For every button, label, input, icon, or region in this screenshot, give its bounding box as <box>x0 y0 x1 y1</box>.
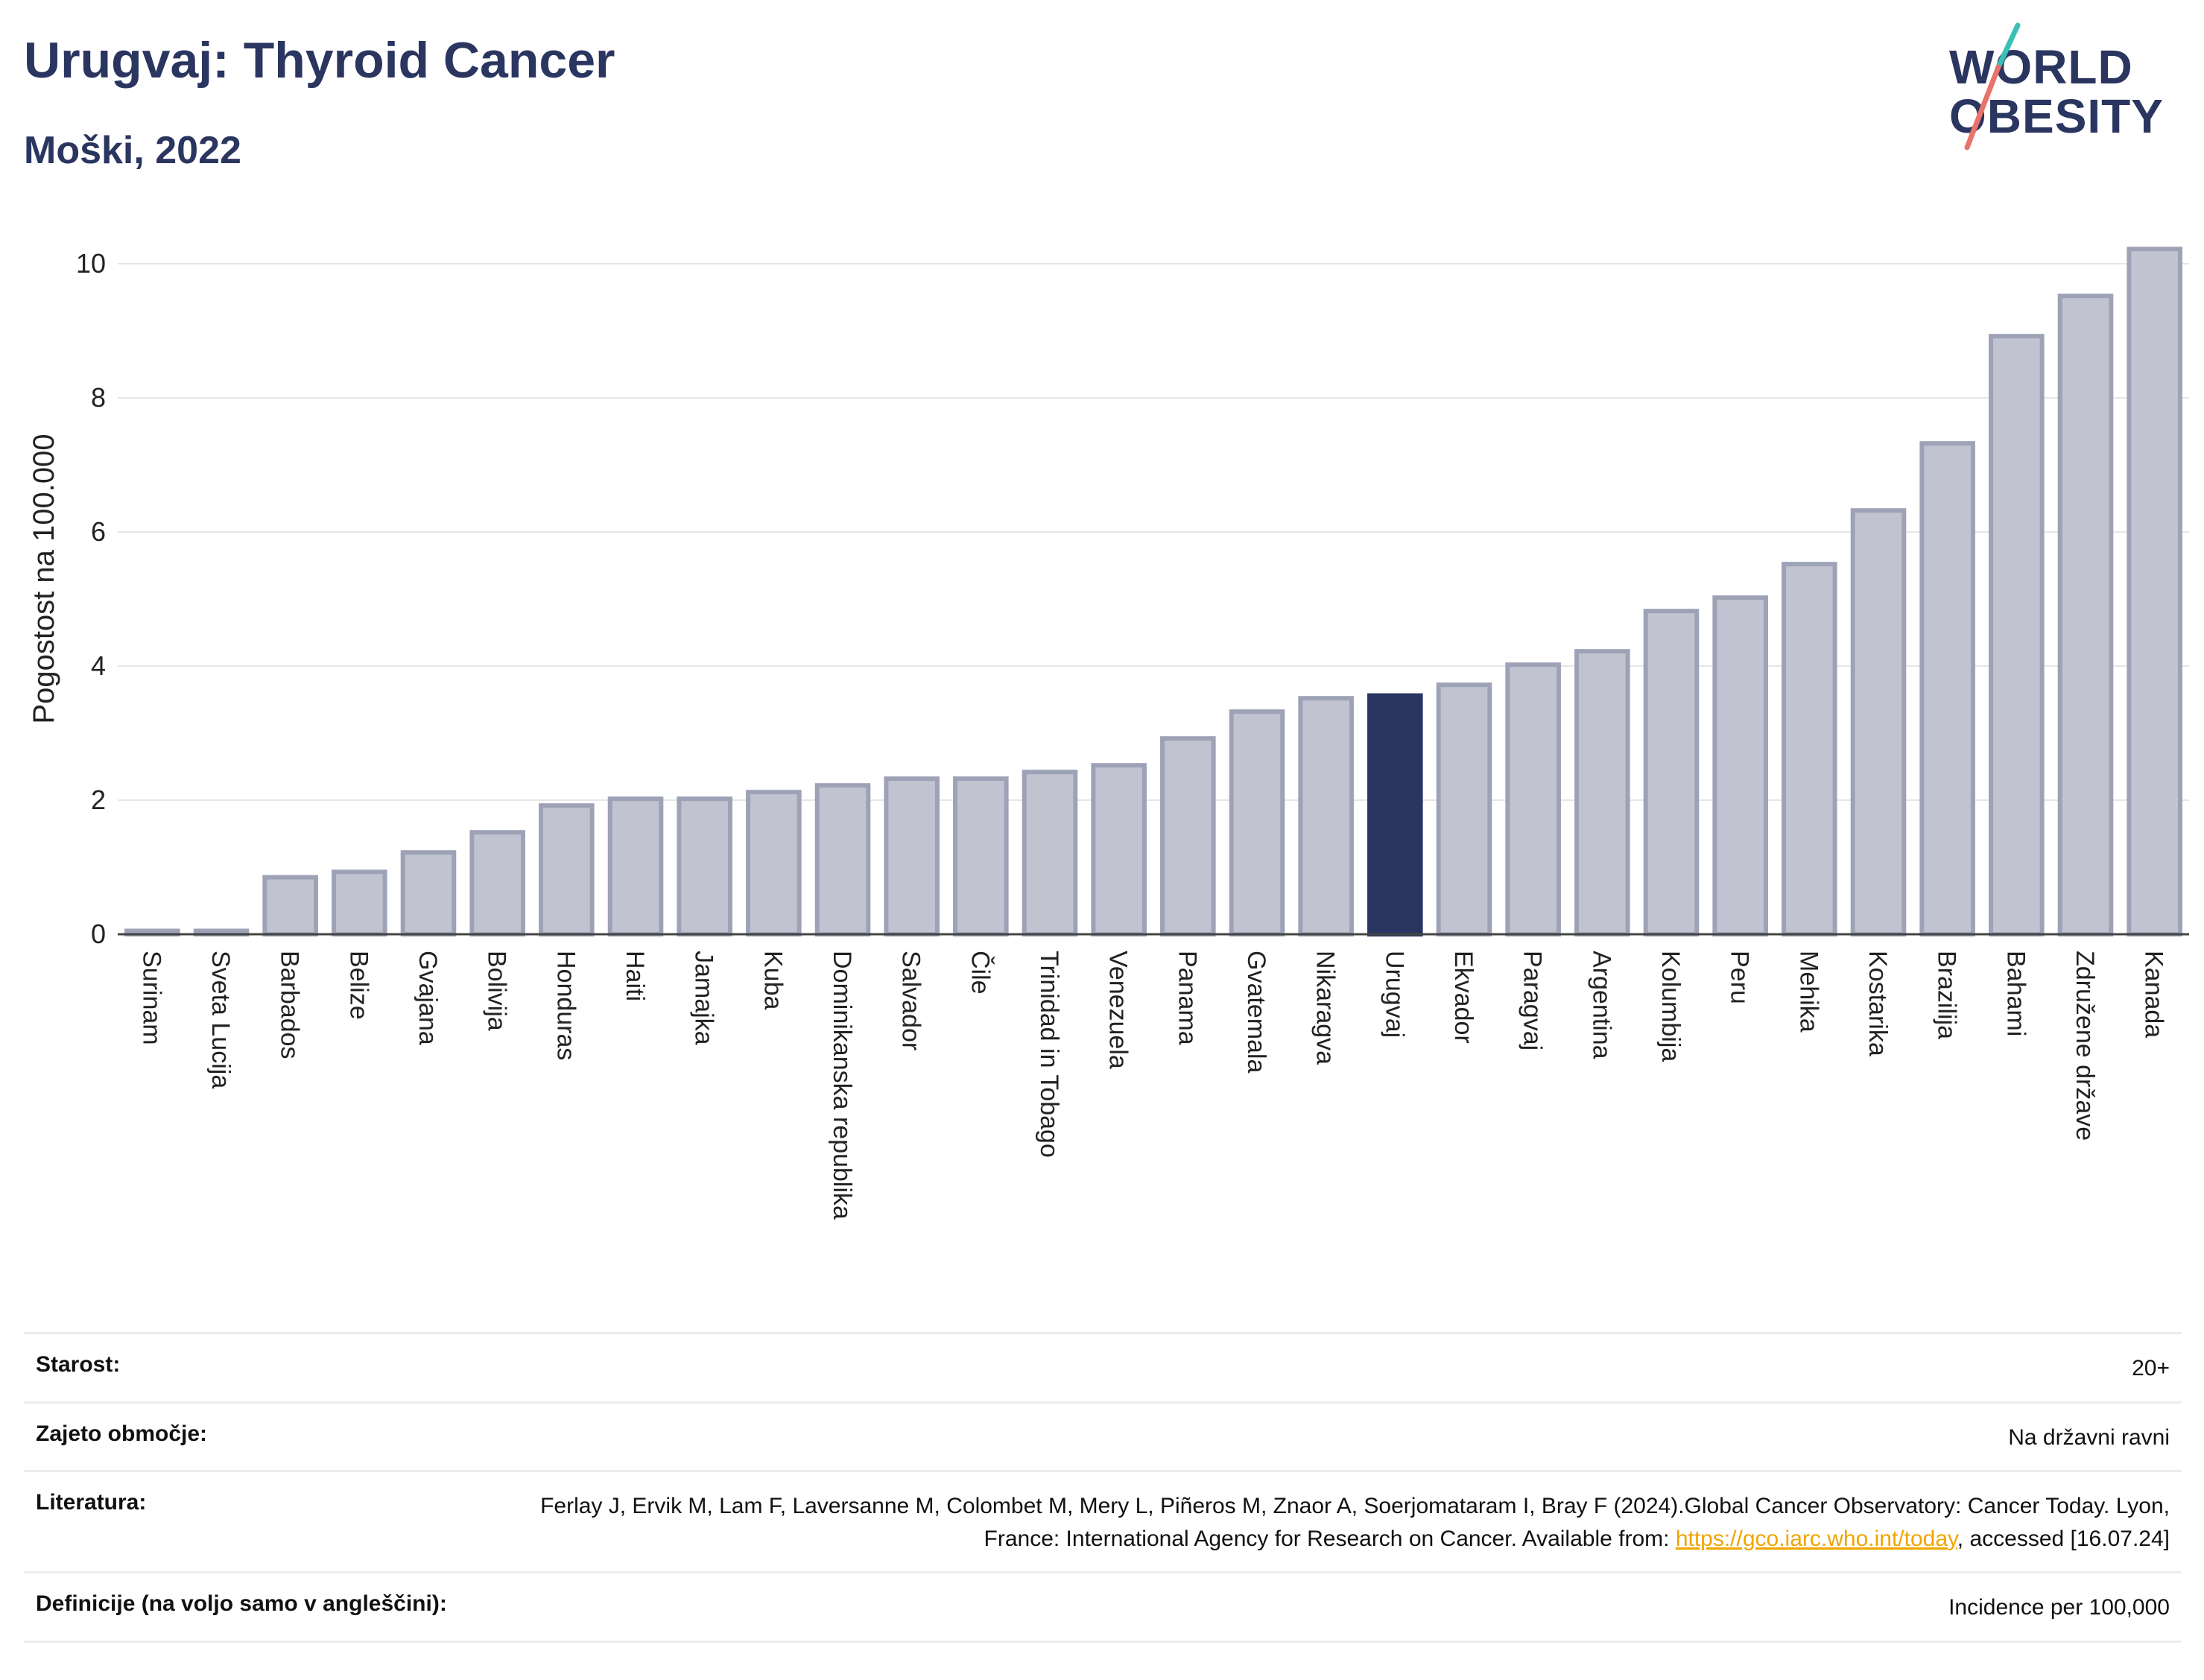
bar-nikaragva[interactable] <box>1298 696 1354 936</box>
bar-dominikanska-republika[interactable] <box>814 783 871 936</box>
y-tick-label: 6 <box>91 516 106 547</box>
x-tick-label: Mehika <box>1794 951 1823 1033</box>
x-tick-label: Dominikanska republika <box>828 951 856 1220</box>
age-label: Starost: <box>24 1332 459 1402</box>
reference-label: Literatura: <box>24 1470 459 1573</box>
chart-title: Urugvaj: Thyroid Cancer <box>24 32 615 89</box>
x-tick-label: Honduras <box>551 951 580 1060</box>
coverage-value: Na državni ravni <box>458 1401 2182 1471</box>
x-tick-label: Kuba <box>759 951 787 1009</box>
grid-lines <box>118 263 2189 801</box>
x-tick-label: Barbados <box>276 951 304 1059</box>
x-tick-label: Haiti <box>621 951 649 1001</box>
bar-trinidad-in-tobago[interactable] <box>1022 770 1078 936</box>
x-tick-label: Jamajka <box>690 951 718 1045</box>
bar-bahami[interactable] <box>1989 334 2045 936</box>
bar-barbados[interactable] <box>262 875 318 936</box>
logo-line-1: WORLD <box>1949 40 2133 94</box>
x-tick-label: Salvador <box>897 951 925 1050</box>
x-tick-label: Bolivija <box>483 951 511 1031</box>
info-table: Starost: 20+ Zajeto območje: Na državni … <box>24 1332 2182 1643</box>
x-tick-label: Brazilija <box>1933 951 1961 1039</box>
bar-paragvaj[interactable] <box>1505 662 1561 936</box>
x-tick-label: Kanada <box>2140 951 2168 1038</box>
y-tick-labels: 0 2 4 6 8 10 <box>76 248 106 949</box>
reference-value: Ferlay J, Ervik M, Lam F, Laversanne M, … <box>458 1470 2182 1573</box>
bar-mehika[interactable] <box>1782 562 1837 936</box>
x-tick-label: Urugvaj <box>1380 951 1408 1038</box>
reference-link[interactable]: https://gco.iarc.who.int/today <box>1675 1526 1957 1551</box>
y-tick-label: 0 <box>91 919 106 949</box>
bar-honduras[interactable] <box>539 803 595 936</box>
bar-venezuela[interactable] <box>1091 763 1147 936</box>
world-obesity-logo: WORLD OBESITY <box>1937 21 2191 155</box>
bar-panama[interactable] <box>1160 736 1216 936</box>
bar-kolumbija[interactable] <box>1643 609 1700 936</box>
bar-chart: 0 2 4 6 8 10 Surinam Sveta Lucija Barbados Beliz… <box>28 247 2189 1220</box>
bar-ekvador[interactable] <box>1436 682 1492 936</box>
x-tick-labels: Surinam Sveta Lucija Barbados Belize Gvajana… <box>137 951 2167 1220</box>
x-tick-label: Združene države <box>2071 951 2099 1141</box>
x-tick-label: Gvajana <box>414 951 442 1045</box>
x-tick-label: Argentina <box>1587 951 1615 1059</box>
bar-kostarika[interactable] <box>1850 508 1907 936</box>
x-tick-label: Paragvaj <box>1519 951 1547 1050</box>
y-tick-label: 4 <box>91 650 106 681</box>
bar-kuba[interactable] <box>746 790 802 936</box>
x-tick-label: Panama <box>1173 951 1201 1045</box>
bar-salvador[interactable] <box>884 776 940 936</box>
reference-row: Literatura: Ferlay J, Ervik M, Lam F, La… <box>24 1470 2182 1573</box>
x-tick-label: Surinam <box>137 951 165 1045</box>
x-tick-label: Kostarika <box>1863 951 1892 1056</box>
x-tick-label: Čile <box>966 951 994 995</box>
bar-brazilija[interactable] <box>1919 441 1975 936</box>
x-tick-label: Kolumbija <box>1656 951 1685 1062</box>
x-tick-label: Belize <box>344 951 373 1020</box>
bar-čile[interactable] <box>953 776 1009 936</box>
age-value: 20+ <box>458 1332 2182 1402</box>
bar-bolivija[interactable] <box>469 830 525 936</box>
y-tick-label: 10 <box>76 248 106 279</box>
coverage-row: Zajeto območje: Na državni ravni <box>24 1401 2182 1471</box>
slash-logo-icon <box>1964 22 2021 150</box>
chart-subtitle: Moški, 2022 <box>24 129 241 172</box>
x-tick-label: Trinidad in Tobago <box>1035 951 1063 1158</box>
x-tick-label: Peru <box>1726 951 1754 1004</box>
reference-text: Ferlay J, Ervik M, Lam F, Laversanne M, … <box>540 1494 2170 1551</box>
bar-haiti[interactable] <box>607 796 664 936</box>
x-tick-label: Ekvador <box>1449 951 1478 1044</box>
definitions-row: Definicije (na voljo samo v angleščini):… <box>24 1571 2182 1643</box>
bars <box>124 247 2182 937</box>
bar-združene-države[interactable] <box>2057 294 2114 936</box>
x-tick-label: Nikaragva <box>1311 951 1340 1065</box>
y-tick-label: 2 <box>91 784 106 815</box>
bar-gvatemala[interactable] <box>1229 709 1285 936</box>
age-row: Starost: 20+ <box>24 1332 2182 1402</box>
bar-jamajka[interactable] <box>677 796 732 936</box>
bar-gvajana[interactable] <box>400 850 457 936</box>
bar-peru[interactable] <box>1712 595 1768 936</box>
y-axis-label: Pogostost na 100.000 <box>28 434 60 723</box>
y-tick-label: 8 <box>91 382 106 413</box>
reference-suffix: , accessed [16.07.24] <box>1957 1526 2170 1551</box>
bar-argentina[interactable] <box>1574 649 1630 936</box>
bar-kanada[interactable] <box>2127 247 2182 936</box>
x-tick-label: Sveta Lucija <box>206 951 235 1088</box>
definitions-label: Definicije (na voljo samo v angleščini): <box>24 1571 459 1643</box>
x-tick-label: Bahami <box>2001 951 2030 1036</box>
x-tick-label: Gvatemala <box>1242 951 1270 1073</box>
bar-belize[interactable] <box>332 869 387 937</box>
coverage-label: Zajeto območje: <box>24 1401 459 1471</box>
bar-urugvaj[interactable] <box>1367 693 1423 936</box>
definitions-value: Incidence per 100,000 <box>458 1571 2182 1643</box>
x-tick-label: Venezuela <box>1104 951 1133 1069</box>
